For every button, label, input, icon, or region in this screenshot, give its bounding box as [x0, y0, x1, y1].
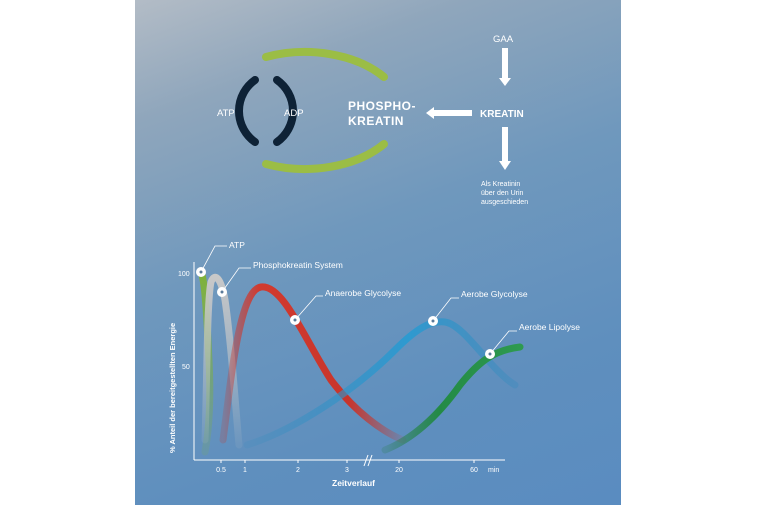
leader-atp	[200, 245, 227, 273]
arrow-gaa-down	[499, 78, 511, 86]
leader-aerobe-lipolyse	[489, 330, 517, 355]
leader-aerobe-glycolyse	[432, 297, 459, 322]
x-axis-label: Zeitverlauf	[332, 478, 375, 488]
series-label-phosphokreatin: Phosphokreatin System	[253, 260, 343, 270]
infographic-svg: ATP ADP PHOSPHO- KREATIN KREATIN GAA Als…	[168, 34, 580, 488]
kreatin-vertical-bar-top	[502, 48, 508, 80]
kreatin-vertical-bar-bottom	[502, 127, 508, 163]
infographic-panel: ATP ADP PHOSPHO- KREATIN KREATIN GAA Als…	[135, 0, 621, 505]
series-label-aerobe-glycolyse: Aerobe Glycolyse	[461, 289, 528, 299]
urin-note-line1: Als Kreatinin	[481, 181, 520, 188]
y-axis-label: % Anteil der bereitgestellten Energie	[168, 323, 177, 453]
x-tick-label-2: 2	[296, 467, 300, 474]
kreatin-label: KREATIN	[480, 109, 524, 120]
x-tick-label-0: 0.5	[216, 467, 226, 474]
phosphokreatin-label-line1: PHOSPHO-	[348, 99, 416, 113]
arrow-urin-down	[499, 161, 511, 170]
adp-label: ADP	[284, 108, 304, 119]
series-anaerobe-glycolyse-line	[219, 283, 407, 444]
x-axis-break-mark-2	[367, 454, 373, 467]
dark-ring-right-arc	[273, 76, 297, 146]
marker-aerobe-lipolyse	[485, 349, 495, 359]
energy-chart: 100 50 0.5 1 2 3 20 60 min Zeitverlauf % Ante…	[168, 240, 580, 488]
y-tick-50: 50	[182, 364, 190, 371]
atp-label: ATP	[217, 108, 235, 119]
gaa-label: GAA	[493, 34, 514, 45]
series-label-aerobe-lipolyse: Aerobe Lipolyse	[519, 322, 580, 332]
x-tick-label-5: 60	[470, 467, 478, 474]
y-tick-100: 100	[178, 271, 190, 278]
x-tick-label-1: 1	[243, 467, 247, 474]
series-aerobe-lipolyse-line	[381, 343, 524, 454]
x-axis-break-mark-1	[363, 454, 369, 467]
x-unit-label: min	[488, 467, 499, 474]
energy-cycle-diagram: ATP ADP PHOSPHO- KREATIN KREATIN GAA Als…	[217, 34, 528, 206]
leader-anaerobe	[294, 295, 323, 321]
urin-note-line2: über den Urin	[481, 190, 524, 197]
series-label-anaerobe-glycolyse: Anaerobe Glycolyse	[325, 288, 401, 298]
arrow-to-phosphokreatin	[426, 107, 472, 119]
dark-ring-left-arc	[235, 76, 259, 146]
marker-atp	[196, 267, 206, 277]
x-tick-label-3: 3	[345, 467, 349, 474]
marker-anaerobe-glycolyse	[290, 315, 300, 325]
series-aerobe-glycolyse-line	[243, 318, 519, 449]
marker-phosphokreatin	[217, 287, 227, 297]
green-ring-top-arc	[262, 48, 388, 81]
x-tick-label-4: 20	[395, 467, 403, 474]
urin-note-line3: ausgeschieden	[481, 199, 528, 206]
marker-aerobe-glycolyse	[428, 316, 438, 326]
series-label-atp: ATP	[229, 240, 245, 250]
green-ring-bottom-arc	[262, 140, 388, 173]
x-ticks: 0.5 1 2 3 20 60	[216, 460, 478, 474]
leader-phosphokreatin	[221, 267, 251, 293]
phosphokreatin-label-line2: KREATIN	[348, 114, 404, 128]
